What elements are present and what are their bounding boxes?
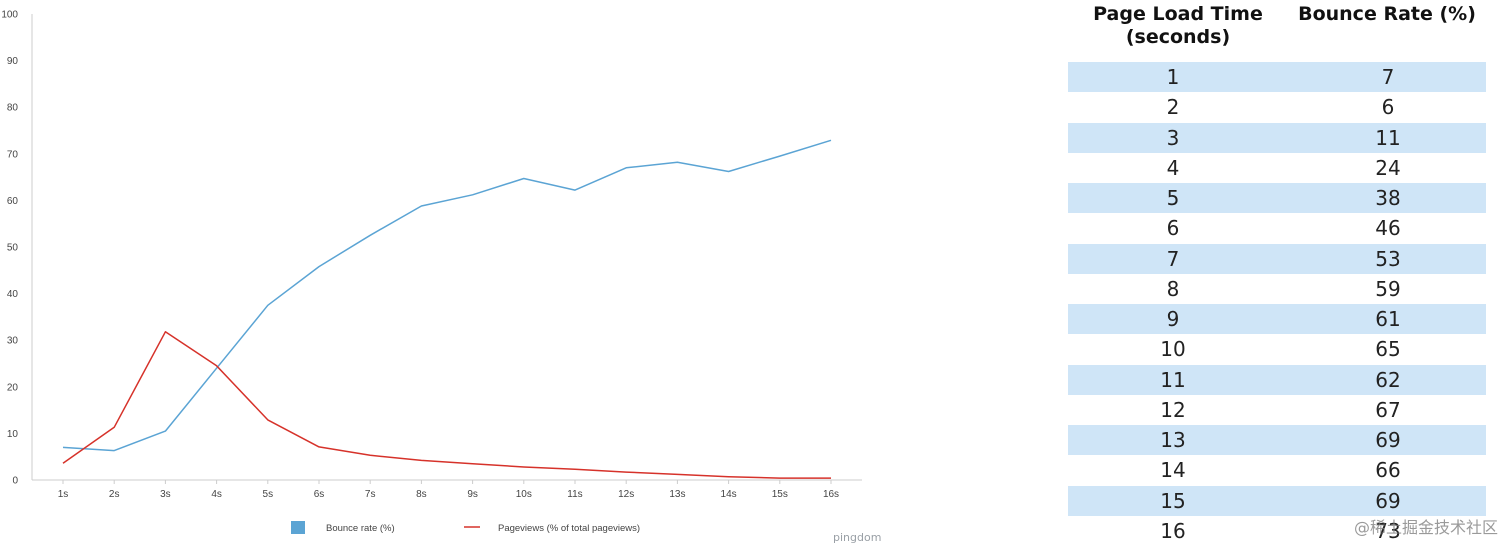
table-row: 5 38 xyxy=(1068,183,1486,214)
x-tick-label: 16s xyxy=(823,489,839,500)
cell-bounce-rate: 69 xyxy=(1375,488,1401,513)
chart-axes xyxy=(31,14,862,481)
table-body: 1 7 2 6 3 11 4 24 5 38 6 46 7 53 8 59 9 61 10 65 11 62 12 67 13 6… xyxy=(1068,62,1486,546)
x-tick-label: 5s xyxy=(263,489,274,500)
cell-load-time: 3 xyxy=(1166,125,1180,150)
cell-load-time: 10 xyxy=(1160,337,1186,362)
cell-bounce-rate: 59 xyxy=(1375,276,1401,301)
y-tick-label: 60 xyxy=(7,196,19,207)
x-tick-label: 13s xyxy=(669,489,685,500)
table-row: 9 61 xyxy=(1068,304,1486,335)
cell-bounce-rate: 73 xyxy=(1375,518,1401,543)
legend-swatch-bounce-rate xyxy=(291,521,305,534)
cell-load-time: 1 xyxy=(1166,65,1180,90)
y-tick-label: 40 xyxy=(7,289,19,300)
bounce-rate-line xyxy=(62,139,832,452)
cell-bounce-rate: 11 xyxy=(1375,125,1401,150)
cell-load-time: 6 xyxy=(1166,216,1180,241)
x-tick-label: 9s xyxy=(467,489,478,500)
table-row: 15 69 xyxy=(1068,485,1486,516)
cell-load-time: 5 xyxy=(1166,186,1180,211)
bounce-rate-table: Page Load Time (seconds) Bounce Rate (%) … xyxy=(1068,0,1486,546)
cell-load-time: 8 xyxy=(1166,276,1180,301)
x-tick-label: 14s xyxy=(721,489,737,500)
cell-load-time: 7 xyxy=(1166,246,1180,271)
x-tick-label: 1s xyxy=(58,489,69,500)
cell-load-time: 9 xyxy=(1166,307,1180,332)
watermark: @稀土掘金技术社区 xyxy=(1353,518,1498,537)
pageviews-line xyxy=(62,331,831,479)
y-tick-label: 100 xyxy=(1,10,18,21)
cell-bounce-rate: 61 xyxy=(1375,307,1401,332)
header-bounce-rate: Bounce Rate (%) xyxy=(1298,3,1476,25)
x-tick-label: 10s xyxy=(516,489,532,500)
cell-bounce-rate: 38 xyxy=(1375,186,1401,211)
y-tick-label: 90 xyxy=(7,56,19,67)
x-tick-label: 4s xyxy=(211,489,222,500)
cell-bounce-rate: 67 xyxy=(1375,397,1401,422)
legend-label-pageviews: Pageviews (% of total pageviews) xyxy=(498,523,640,534)
y-tick-label: 10 xyxy=(7,429,19,440)
cell-load-time: 16 xyxy=(1160,518,1186,543)
cell-load-time: 15 xyxy=(1160,488,1186,513)
cell-bounce-rate: 24 xyxy=(1375,155,1401,180)
chart-legend: Bounce rate (%) Pageviews (% of total pag… xyxy=(291,521,640,534)
table-row: 4 24 xyxy=(1068,153,1486,183)
cell-load-time: 13 xyxy=(1160,428,1186,453)
x-tick-label: 3s xyxy=(160,489,171,500)
x-axis-ticks: 1s 2s 3s 4s 5s 6s 7s 8s 9s 10s 11s 12s 13s 14s 15s 16s xyxy=(58,480,839,500)
y-tick-label: 20 xyxy=(7,382,19,393)
y-tick-label: 0 xyxy=(12,476,18,487)
table-row: 7 53 xyxy=(1068,243,1486,274)
cell-bounce-rate: 66 xyxy=(1375,458,1401,483)
table-header-row: Page Load Time (seconds) Bounce Rate (%) xyxy=(1068,0,1486,62)
y-tick-label: 50 xyxy=(7,243,19,254)
x-tick-label: 8s xyxy=(416,489,427,500)
x-tick-label: 7s xyxy=(365,489,376,500)
cell-load-time: 2 xyxy=(1166,95,1180,120)
chart-series xyxy=(62,139,832,479)
cell-bounce-rate: 62 xyxy=(1375,367,1401,392)
legend-label-bounce-rate: Bounce rate (%) xyxy=(326,523,395,534)
cell-load-time: 11 xyxy=(1160,367,1186,392)
cell-bounce-rate: 65 xyxy=(1375,337,1401,362)
x-tick-label: 15s xyxy=(772,489,788,500)
brand-logo-text: pingdom xyxy=(833,531,881,544)
cell-load-time: 14 xyxy=(1160,458,1186,483)
table-row: 11 62 xyxy=(1068,364,1486,395)
table-row: 3 11 xyxy=(1068,122,1486,153)
x-tick-label: 12s xyxy=(618,489,634,500)
x-tick-label: 2s xyxy=(109,489,120,500)
x-tick-label: 6s xyxy=(314,489,325,500)
cell-load-time: 4 xyxy=(1166,155,1180,180)
table-row: 13 69 xyxy=(1068,425,1486,456)
y-tick-label: 30 xyxy=(7,336,19,347)
line-chart: 0 10 20 30 40 50 60 70 80 90 100 1s 2s 3s 4s 5s 6s 7s 8s 9… xyxy=(1,10,881,545)
y-axis-ticks: 0 10 20 30 40 50 60 70 80 90 100 xyxy=(1,10,18,487)
table-row: 14 66 xyxy=(1068,455,1486,485)
table-row: 16 73 xyxy=(1068,516,1486,546)
cell-bounce-rate: 69 xyxy=(1375,428,1401,453)
header-page-load-time: Page Load Time (seconds) xyxy=(1093,3,1263,48)
table-row: 10 65 xyxy=(1068,334,1486,364)
table-row: 6 46 xyxy=(1068,213,1486,243)
cell-bounce-rate: 6 xyxy=(1381,95,1395,120)
y-tick-label: 80 xyxy=(7,103,19,114)
cell-bounce-rate: 53 xyxy=(1375,246,1401,271)
table-row: 12 67 xyxy=(1068,395,1486,425)
cell-load-time: 12 xyxy=(1160,397,1186,422)
x-tick-label: 11s xyxy=(567,489,582,500)
y-tick-label: 70 xyxy=(7,149,19,160)
cell-bounce-rate: 46 xyxy=(1375,216,1401,241)
cell-bounce-rate: 7 xyxy=(1381,65,1395,90)
table-row: 8 59 xyxy=(1068,274,1486,304)
